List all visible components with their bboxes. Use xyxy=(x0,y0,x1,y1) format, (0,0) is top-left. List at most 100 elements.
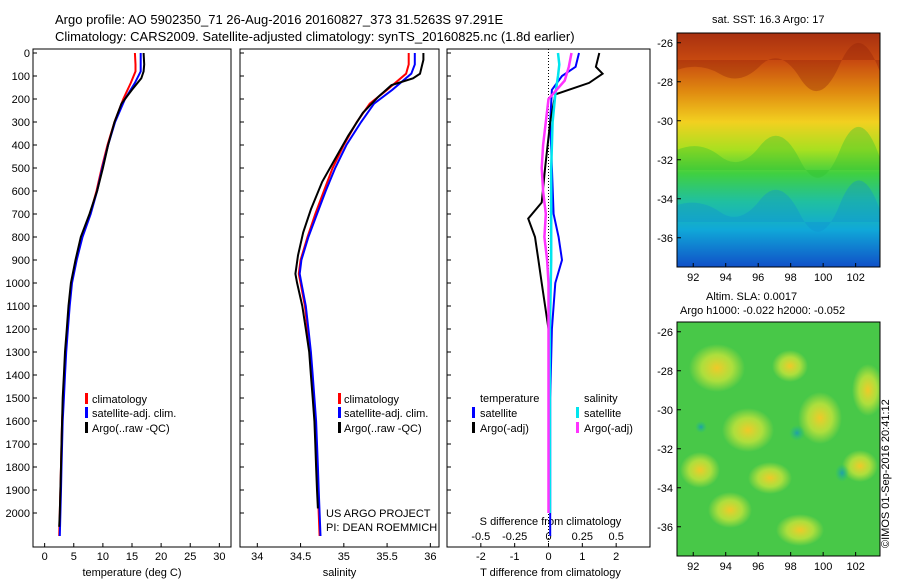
legend-swatch xyxy=(472,407,475,418)
map-y-tick-label: -30 xyxy=(657,405,673,417)
series-line-S Argo xyxy=(540,52,573,513)
map-y-tick-label: -28 xyxy=(657,366,673,378)
y-tick-label: 500 xyxy=(12,163,30,175)
legend-label: climatology xyxy=(92,394,148,406)
y-tick-label: 400 xyxy=(12,140,30,152)
y-tick-label: 1600 xyxy=(6,416,30,428)
map-y-tick-label: -26 xyxy=(657,327,673,339)
x-tick-label: 34 xyxy=(251,551,263,563)
y-tick-label: 700 xyxy=(12,209,30,221)
series-line-S satellite xyxy=(548,52,561,513)
sla-map-subtitle: Argo h1000: -0.022 h2000: -0.052 xyxy=(680,305,846,317)
y-tick-label: 1500 xyxy=(6,393,30,405)
series-line-Argo(..raw -QC) xyxy=(58,52,146,527)
sst-map-title: sat. SST: 16.3 Argo: 17 xyxy=(712,14,825,26)
x-tick-label: 35 xyxy=(338,551,350,563)
figure-title-line2: Climatology: CARS2009. Satellite-adjuste… xyxy=(55,29,575,44)
x-tick-label: 0 xyxy=(545,551,551,563)
s-tick-label: -0.5 xyxy=(471,531,490,543)
map-x-tick-label: 92 xyxy=(687,272,699,284)
map-x-tick-label: 92 xyxy=(687,561,699,573)
map-x-tick-label: 94 xyxy=(720,561,732,573)
s-tick-label: 0 xyxy=(545,531,551,543)
credit-project: US ARGO PROJECT xyxy=(326,508,431,520)
legend-swatch xyxy=(85,393,88,404)
legend-swatch xyxy=(338,422,341,433)
salinity-panel: 34 34.5 35 35.5 36 salinity climatology satelli… xyxy=(239,48,440,579)
y-tick-label: 900 xyxy=(12,255,30,267)
x-tick-label: 10 xyxy=(97,551,109,563)
map-x-tick-label: 98 xyxy=(785,561,797,573)
x-tick-label: 15 xyxy=(126,551,138,563)
legend-title-temperature: temperature xyxy=(480,393,539,405)
difference-panel: -2 -1 0 1 2-0.5 -0.25 0 0.25 0.5S difference fro… xyxy=(446,48,651,579)
map-x-tick-label: 96 xyxy=(752,561,764,573)
sla-map-title: Altim. SLA: 0.0017 xyxy=(706,291,798,303)
x-tick-label: 35.5 xyxy=(376,551,397,563)
x-tick-label: -2 xyxy=(476,551,486,563)
legend-swatch xyxy=(338,393,341,404)
y-tick-label: 2000 xyxy=(6,508,30,520)
map-x-tick-label: 102 xyxy=(846,272,864,284)
map-y-tick-label: -30 xyxy=(657,116,673,128)
x-tick-label: 34.5 xyxy=(290,551,311,563)
y-tick-label: 800 xyxy=(12,232,30,244)
temperature-panel-frame xyxy=(32,48,232,548)
y-tick-label: 1800 xyxy=(6,462,30,474)
t-axis-label: T difference from climatology xyxy=(480,567,621,579)
map-y-tick-label: -34 xyxy=(657,483,673,495)
legend-label: Argo(-adj) xyxy=(584,423,633,435)
y-tick-label: 100 xyxy=(12,71,30,83)
map-x-tick-label: 102 xyxy=(846,561,864,573)
sla-map-frame xyxy=(676,321,881,557)
legend-label: Argo(..raw -QC) xyxy=(344,423,422,435)
y-tick-label: 300 xyxy=(12,117,30,129)
sst-map-frame xyxy=(676,32,881,268)
credit-pi: PI: DEAN ROEMMICH xyxy=(326,522,437,534)
map-x-tick-label: 98 xyxy=(785,272,797,284)
x-tick-label: 25 xyxy=(184,551,196,563)
map-y-tick-label: -32 xyxy=(657,155,673,167)
map-y-tick-label: -36 xyxy=(657,233,673,245)
y-tick-label: 1900 xyxy=(6,485,30,497)
x-tick-label: 2 xyxy=(613,551,619,563)
salinity-panel-frame xyxy=(239,48,440,548)
x-axis-label: temperature (deg C) xyxy=(82,567,181,579)
sst-map: -26 -28 -30 -32 -34 -36 92 94 96 98 100 102 xyxy=(657,32,881,284)
legend-swatch xyxy=(85,422,88,433)
map-y-tick-label: -34 xyxy=(657,194,673,206)
legend-label: satellite-adj. clim. xyxy=(344,408,428,420)
x-tick-label: 0 xyxy=(42,551,48,563)
series-line-T Argo xyxy=(527,52,605,513)
s-tick-label: 0.25 xyxy=(572,531,593,543)
legend-swatch xyxy=(472,422,475,433)
legend-title-salinity: salinity xyxy=(584,393,618,405)
s-tick-label: 0.5 xyxy=(609,531,624,543)
legend-swatch xyxy=(338,407,341,418)
y-tick-label: 0 xyxy=(24,48,30,60)
map-x-tick-label: 100 xyxy=(814,272,832,284)
map-x-tick-label: 96 xyxy=(752,272,764,284)
x-tick-label: 1 xyxy=(579,551,585,563)
sla-map: -26 -28 -30 -32 -34 -36 92 94 96 98 100 102 xyxy=(657,321,881,573)
sst-map-field xyxy=(677,33,880,267)
y-tick-label: 1200 xyxy=(6,324,30,336)
map-y-tick-label: -36 xyxy=(657,522,673,534)
map-x-tick-label: 94 xyxy=(720,272,732,284)
series-line-satellite-adj. clim. xyxy=(58,53,142,537)
legend-swatch xyxy=(85,407,88,418)
legend-label: climatology xyxy=(344,394,400,406)
series-line-satellite-adj. clim. xyxy=(298,53,416,537)
legend-label: satellite-adj. clim. xyxy=(92,408,176,420)
series-line-T satellite xyxy=(549,52,580,536)
s-tick-label: -0.25 xyxy=(502,531,527,543)
y-tick-label: 1000 xyxy=(6,278,30,290)
figure-title-line1: Argo profile: AO 5902350_71 26-Aug-2016 … xyxy=(55,12,504,27)
y-tick-label: 1700 xyxy=(6,439,30,451)
x-axis-label: salinity xyxy=(323,567,357,579)
legend-label: Argo(-adj) xyxy=(480,423,529,435)
y-tick-label: 1100 xyxy=(6,301,30,313)
legend-label: satellite xyxy=(480,408,517,420)
temperature-panel: 0100200300400500600700800900100011001200… xyxy=(6,48,232,579)
